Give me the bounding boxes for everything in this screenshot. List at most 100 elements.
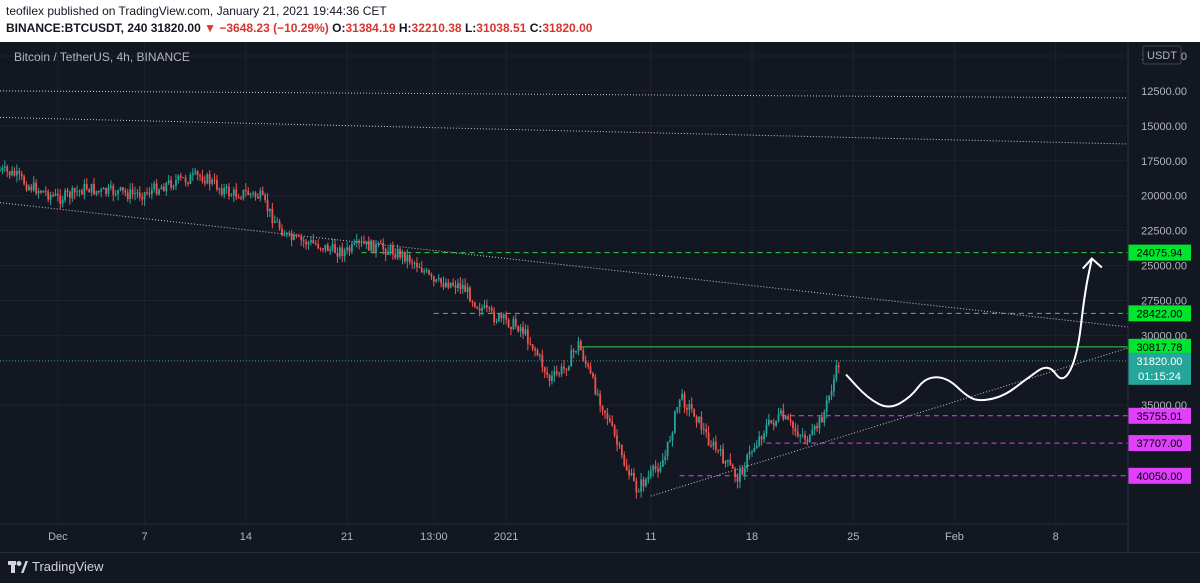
candle-body — [758, 436, 761, 446]
projection-curve[interactable] — [845, 257, 1093, 408]
candle-body — [765, 424, 768, 434]
price-axis[interactable]: 24075.94 28422.00 30817.78 35755.01 37707.00… — [1127, 42, 1191, 552]
candle-body — [297, 235, 300, 237]
candle-body — [201, 176, 204, 181]
candle-body — [449, 282, 452, 288]
candle-body — [367, 240, 370, 251]
candle-body — [796, 431, 799, 437]
candle-body — [536, 350, 539, 356]
candle-body — [478, 308, 481, 311]
candle-body — [396, 248, 399, 258]
candle-body — [213, 179, 216, 181]
candle-body — [150, 189, 153, 195]
candle-body — [700, 416, 703, 430]
candle-body — [493, 311, 496, 322]
candle-body — [394, 254, 397, 258]
projection-path[interactable] — [845, 257, 1103, 408]
candle-body — [579, 341, 582, 351]
time-axis[interactable]: Dec 7 14 21 13:00 2021 11 18 25 Feb 8 — [0, 523, 1128, 543]
candle-body — [30, 186, 33, 191]
candle-body — [582, 350, 585, 361]
open-label: O: — [332, 21, 346, 35]
candle-body — [109, 185, 112, 188]
candle-body — [194, 171, 197, 174]
candle-body — [447, 282, 450, 288]
candle-body — [32, 182, 35, 191]
candle-body — [97, 190, 100, 192]
candle-body — [146, 192, 148, 194]
trendline[interactable] — [0, 202, 1129, 328]
candle-body — [208, 174, 211, 184]
candle-body — [196, 171, 199, 176]
trendline[interactable] — [0, 90, 1129, 99]
candle-body — [531, 344, 534, 349]
candle-body — [331, 244, 334, 250]
candle-body — [256, 196, 259, 199]
candle-body — [584, 360, 587, 364]
candle-body — [767, 419, 770, 425]
candle-body — [611, 421, 614, 426]
y-tick-label: 17500.00 — [1141, 156, 1187, 168]
chart-area[interactable]: 24075.94 28422.00 30817.78 35755.01 37707.00… — [0, 42, 1200, 552]
candle-body — [794, 428, 797, 432]
candle-body — [244, 189, 247, 191]
publish-header: teofilex published on TradingView.com, J… — [0, 0, 1200, 42]
candle-body — [273, 221, 276, 224]
candle-body — [702, 428, 705, 430]
candle-body — [608, 418, 611, 422]
candle-body — [167, 180, 170, 184]
candle-body — [177, 175, 180, 181]
candle-body — [290, 233, 293, 240]
candle-body — [136, 192, 139, 194]
candle-body — [587, 363, 590, 367]
candle-body — [820, 416, 823, 423]
x-tick-label: Dec — [48, 531, 68, 543]
trendline[interactable] — [0, 116, 1129, 145]
symbol[interactable]: BINANCE:BTCUSDT — [6, 21, 121, 35]
candle-body — [560, 366, 563, 375]
level-tag — [1128, 467, 1191, 484]
candle-body — [15, 170, 18, 176]
candle-body — [657, 468, 659, 472]
candle-body — [763, 433, 765, 440]
candle-body — [76, 191, 79, 193]
price-chart[interactable]: 24075.94 28422.00 30817.78 35755.01 37707.00… — [0, 42, 1200, 552]
candle-body — [592, 373, 594, 377]
candle-body — [570, 350, 573, 367]
candle-body — [782, 410, 785, 420]
candle-body — [247, 190, 250, 196]
candle-body — [83, 184, 86, 195]
candle-body — [789, 419, 792, 422]
candle-body — [604, 410, 606, 414]
candle-body — [616, 435, 618, 445]
candle-body — [211, 179, 214, 184]
trendlines[interactable] — [0, 90, 1129, 497]
y-tick-label: 12500.00 — [1141, 86, 1187, 98]
candle-body — [623, 455, 626, 466]
candle-body — [804, 434, 806, 440]
candle-body — [485, 305, 488, 308]
brand-name: TradingView — [32, 559, 104, 574]
x-tick-label: 21 — [341, 531, 353, 543]
candle-body — [529, 343, 532, 345]
candle-body — [731, 464, 734, 469]
candle-body — [228, 186, 230, 196]
candle-body — [642, 479, 645, 487]
interval[interactable]: 240 — [127, 21, 148, 35]
candle-body — [220, 188, 223, 195]
candle-body — [522, 327, 524, 335]
candle-body — [216, 179, 218, 190]
candle-body — [495, 321, 498, 323]
candle-body — [808, 434, 811, 442]
candle-body — [235, 189, 238, 198]
currency-badge[interactable]: USDT — [1142, 45, 1182, 65]
candle-body — [664, 456, 667, 461]
candle-body — [59, 195, 62, 204]
candle-body — [18, 170, 21, 174]
trendline[interactable] — [650, 347, 1129, 497]
candle-body — [678, 399, 681, 408]
level-label: 35755.01 — [1137, 411, 1183, 423]
candle-body — [384, 249, 387, 255]
candle-body — [811, 429, 814, 435]
candle-body — [360, 241, 363, 243]
